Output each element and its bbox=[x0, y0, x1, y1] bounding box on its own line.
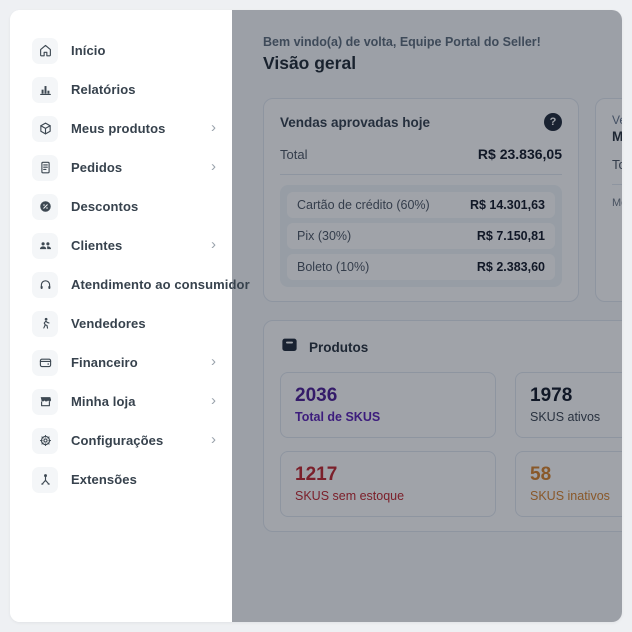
stat-out-of-stock-skus: 1217 SKUS sem estoque bbox=[280, 451, 496, 517]
payment-row-boleto: Boleto (10%) R$ 2.383,60 bbox=[287, 254, 555, 280]
sidebar-item-label: Minha loja bbox=[71, 394, 136, 409]
extensions-icon bbox=[32, 466, 58, 493]
stat-value: 2036 bbox=[295, 385, 338, 406]
sku-stats-grid: 2036 Total de SKUS 1978 SKUS ativos 1217… bbox=[280, 372, 622, 517]
sidebar-item-inicio[interactable]: Início bbox=[10, 31, 232, 70]
app-window: Início Relatórios Meus produtos › Pedido… bbox=[10, 10, 622, 622]
sidebar-item-label: Financeiro bbox=[71, 355, 138, 370]
sidebar-item-minha-loja[interactable]: Minha loja › bbox=[10, 382, 232, 421]
welcome-text: Bem vindo(a) de volta, Equipe Portal do … bbox=[263, 35, 541, 49]
divider bbox=[612, 184, 622, 185]
stat-label: SKUS inativos bbox=[530, 489, 610, 503]
payment-label: Boleto (10%) bbox=[297, 260, 370, 274]
payment-value: R$ 14.301,63 bbox=[469, 198, 545, 212]
payment-row-credit-card: Cartão de crédito (60%) R$ 14.301,63 bbox=[287, 192, 555, 218]
total-label: Total bbox=[612, 157, 622, 172]
stat-label: SKUS sem estoque bbox=[295, 489, 405, 503]
sidebar-item-label: Extensões bbox=[71, 472, 137, 487]
sidebar-item-atendimento[interactable]: Atendimento ao consumidor bbox=[10, 265, 250, 304]
chevron-right-icon: › bbox=[211, 236, 216, 253]
help-icon[interactable]: ? bbox=[544, 113, 562, 131]
card-subtitle: Vendas bbox=[612, 113, 622, 127]
sidebar-item-label: Atendimento ao consumidor bbox=[71, 277, 250, 292]
payment-value: R$ 2.383,60 bbox=[476, 260, 545, 274]
approved-sales-today-card: Vendas aprovadas hoje ? Total R$ 23.836,… bbox=[263, 98, 579, 302]
sales-cards-row: Vendas aprovadas hoje ? Total R$ 23.836,… bbox=[263, 98, 622, 302]
card-title: Produtos bbox=[309, 339, 369, 355]
stat-value: 1217 bbox=[295, 464, 338, 485]
payment-label: Pix (30%) bbox=[297, 229, 352, 243]
payment-breakdown-list: Cartão de crédito (60%) R$ 14.301,63 Pix… bbox=[280, 185, 562, 287]
section-label: Mês bbox=[612, 197, 622, 209]
payment-label: Cartão de crédito (60%) bbox=[297, 198, 430, 212]
wallet-icon bbox=[32, 349, 58, 376]
stat-label: SKUS ativos bbox=[530, 410, 601, 424]
sidebar-nav: Início Relatórios Meus produtos › Pedido… bbox=[10, 10, 250, 622]
product-box-icon bbox=[280, 335, 299, 359]
sidebar-item-label: Pedidos bbox=[71, 160, 123, 175]
gear-icon bbox=[32, 427, 58, 454]
chevron-right-icon: › bbox=[211, 353, 216, 370]
chevron-right-icon: › bbox=[211, 119, 216, 136]
sidebar-item-pedidos[interactable]: Pedidos › bbox=[10, 148, 232, 187]
sidebar-item-label: Descontos bbox=[71, 199, 139, 214]
total-label: Total bbox=[280, 147, 308, 162]
payment-row-pix: Pix (30%) R$ 7.150,81 bbox=[287, 223, 555, 249]
card-title: Vendas aprovadas hoje bbox=[280, 114, 431, 130]
users-icon bbox=[32, 232, 58, 259]
sidebar-item-label: Meus produtos bbox=[71, 121, 166, 136]
chevron-right-icon: › bbox=[211, 158, 216, 175]
sidebar-item-label: Vendedores bbox=[71, 316, 146, 331]
sidebar-item-vendedores[interactable]: Vendedores bbox=[10, 304, 232, 343]
headset-icon bbox=[32, 271, 58, 298]
stat-value: 58 bbox=[530, 464, 552, 485]
approved-sales-month-card-clipped: Vendas Mês Total Mês M bbox=[595, 98, 622, 302]
divider bbox=[280, 174, 562, 175]
main-content: Bem vindo(a) de volta, Equipe Portal do … bbox=[232, 10, 622, 622]
card-title: Mês bbox=[612, 129, 622, 144]
sidebar-item-clientes[interactable]: Clientes › bbox=[10, 226, 232, 265]
sidebar-item-descontos[interactable]: Descontos bbox=[10, 187, 232, 226]
sidebar-item-label: Clientes bbox=[71, 238, 123, 253]
sidebar-item-extensoes[interactable]: Extensões bbox=[10, 460, 232, 499]
discount-badge-icon bbox=[32, 193, 58, 220]
stat-active-skus: 1978 SKUS ativos bbox=[515, 372, 622, 438]
products-card: Produtos 2036 Total de SKUS 1978 SKUS at… bbox=[263, 320, 622, 532]
package-icon bbox=[32, 115, 58, 142]
sidebar-item-label: Relatórios bbox=[71, 82, 136, 97]
page-title: Visão geral bbox=[263, 53, 357, 73]
chevron-right-icon: › bbox=[211, 431, 216, 448]
order-document-icon bbox=[32, 154, 58, 181]
sidebar-item-label: Configurações bbox=[71, 433, 164, 448]
sidebar-item-relatorios[interactable]: Relatórios bbox=[10, 70, 232, 109]
content-dim-overlay[interactable] bbox=[232, 10, 622, 622]
total-value: R$ 23.836,05 bbox=[477, 146, 562, 162]
bar-chart-icon bbox=[32, 76, 58, 103]
sidebar-item-meus-produtos[interactable]: Meus produtos › bbox=[10, 109, 232, 148]
chevron-right-icon: › bbox=[211, 392, 216, 409]
stat-total-skus: 2036 Total de SKUS bbox=[280, 372, 496, 438]
sidebar-item-label: Início bbox=[71, 43, 106, 58]
sidebar-item-configuracoes[interactable]: Configurações › bbox=[10, 421, 232, 460]
home-icon bbox=[32, 37, 58, 64]
seller-person-icon bbox=[32, 310, 58, 337]
stat-label: Total de SKUS bbox=[295, 410, 381, 424]
stat-value: 1978 bbox=[530, 385, 573, 406]
payment-value: R$ 7.150,81 bbox=[476, 229, 545, 243]
stat-inactive-skus: 58 SKUS inativos bbox=[515, 451, 622, 517]
sidebar-item-financeiro[interactable]: Financeiro › bbox=[10, 343, 232, 382]
storefront-icon bbox=[32, 388, 58, 415]
